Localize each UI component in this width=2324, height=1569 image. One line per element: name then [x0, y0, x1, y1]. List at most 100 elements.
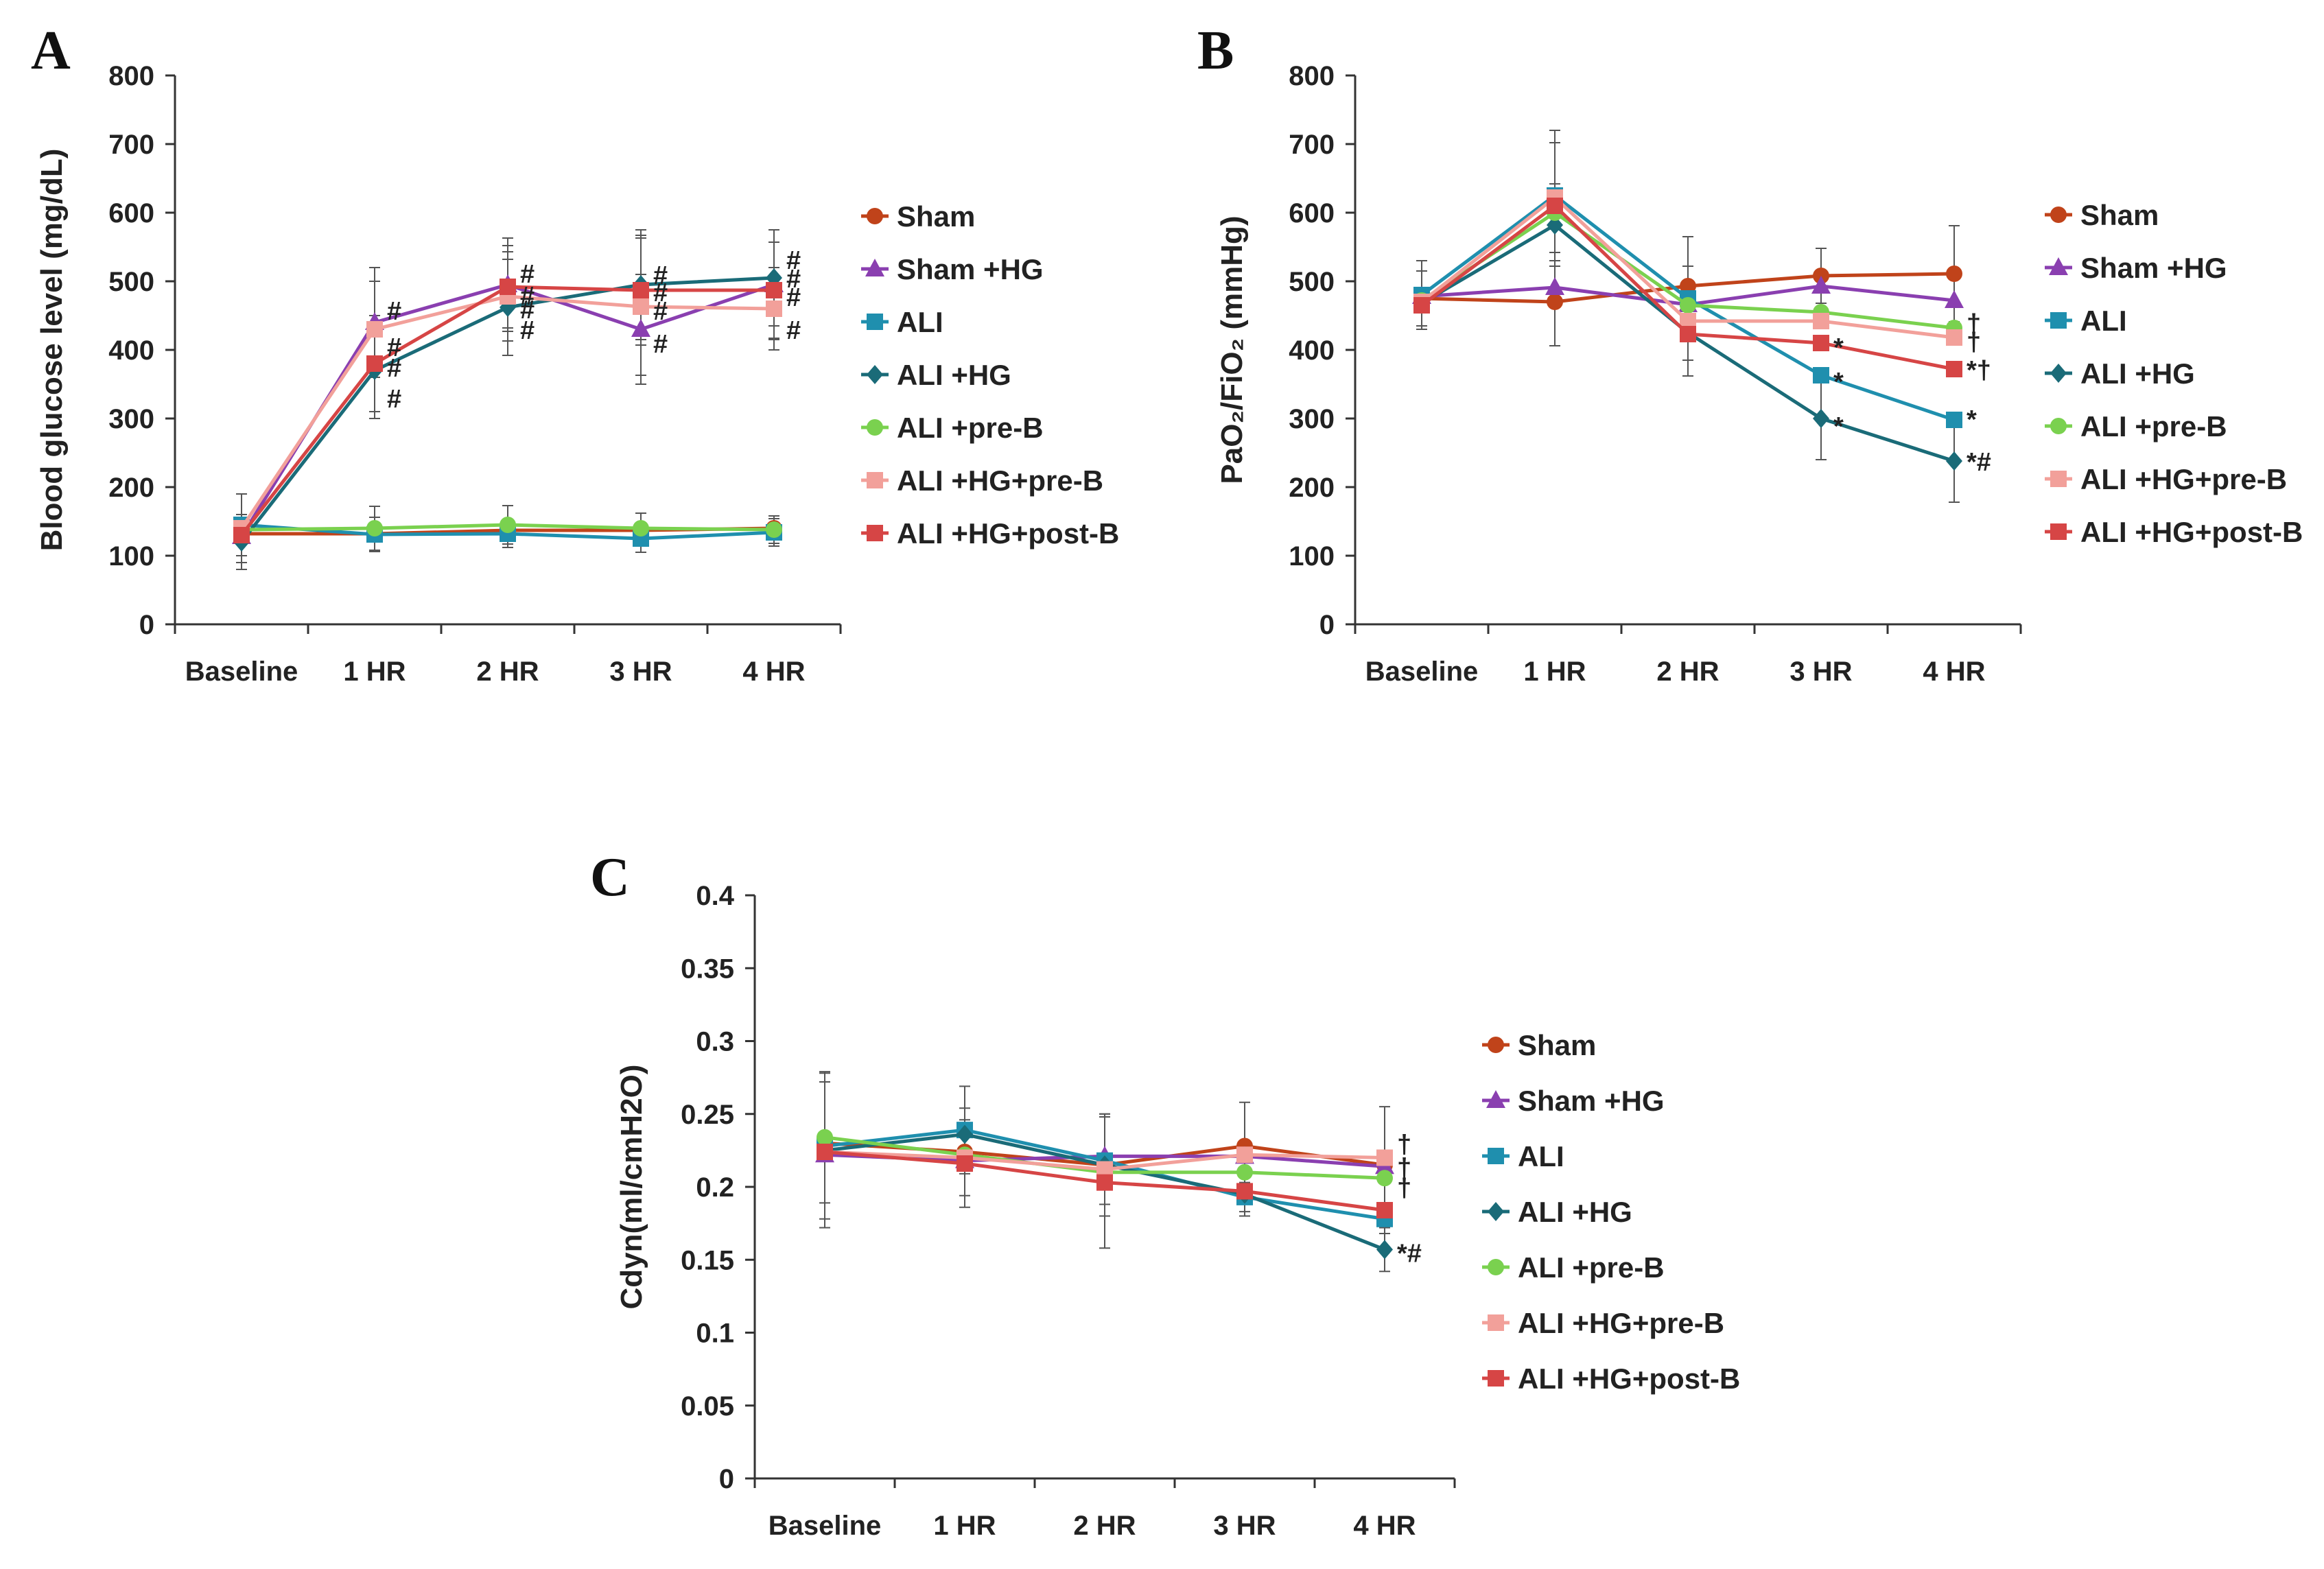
legend-entry: ALI +HG	[1518, 1196, 1632, 1228]
significance-annotation: #	[786, 265, 801, 294]
data-point	[1545, 277, 1564, 295]
data-point	[766, 521, 782, 538]
data-point	[1680, 326, 1696, 342]
x-tick-label: Baseline	[768, 1511, 882, 1541]
legend-marker	[2049, 257, 2068, 275]
y-tick-label: 0.15	[681, 1245, 734, 1275]
significance-annotation: #	[786, 316, 801, 345]
legend-entry: Sham +HG	[897, 253, 1044, 285]
legend-entry: ALI +HG	[897, 359, 1011, 391]
significance-annotation: *#	[1397, 1240, 1422, 1269]
panel-a-chart: A 0 100 200 300 400 500 600 700 800 Baseline 1 HR 2…	[31, 21, 1119, 687]
data-point	[766, 282, 782, 298]
significance-annotation: *	[1833, 368, 1844, 397]
legend-entry: ALI	[897, 306, 943, 338]
y-tick-label: 600	[1289, 198, 1335, 228]
data-point	[366, 321, 383, 338]
significance-annotation: #	[387, 297, 401, 326]
panel-b-letter: B	[1197, 21, 1234, 81]
legend-marker	[867, 314, 883, 330]
y-axis-label: Blood glucose level (mg/dL)	[35, 149, 69, 552]
y-tick-label: 0.25	[681, 1100, 734, 1130]
legend-marker	[865, 259, 884, 276]
x-tick-label: 2 HR	[476, 657, 539, 687]
data-point	[1946, 451, 1962, 471]
legend-marker	[867, 365, 883, 384]
significance-annotation: †	[1397, 1153, 1411, 1182]
y-tick-label: 700	[108, 130, 154, 160]
legend-marker	[2050, 207, 2067, 223]
legend-entry: ALI +HG+post-B	[1518, 1362, 1740, 1395]
x-tick-label: 1 HR	[1523, 657, 1586, 687]
significance-annotation: #	[520, 296, 535, 325]
x-tick-label: 3 HR	[609, 657, 672, 687]
y-axis-label: PaO₂/FiO₂ (mmHg)	[1215, 215, 1249, 484]
y-tick-label: 0.3	[696, 1027, 734, 1057]
legend-marker	[2050, 471, 2067, 487]
y-tick-label: 100	[1289, 541, 1335, 571]
legend-marker	[867, 525, 883, 541]
x-tick-label: 2 HR	[1073, 1511, 1136, 1541]
data-point	[817, 1129, 833, 1146]
y-tick-label: 0.35	[681, 954, 734, 984]
significance-annotation: #	[786, 283, 801, 312]
legend-entry: ALI +HG+pre-B	[1518, 1307, 1724, 1339]
significance-annotation: #	[786, 246, 801, 275]
significance-annotation: †	[1397, 1130, 1411, 1159]
data-point	[633, 298, 649, 315]
legend-entry: ALI	[1518, 1140, 1564, 1172]
data-point	[1547, 198, 1563, 214]
legend-marker	[1488, 1259, 1504, 1275]
data-point	[1946, 329, 1962, 346]
data-point	[1811, 276, 1831, 294]
y-tick-label: 700	[1289, 130, 1335, 160]
legend-marker	[867, 208, 883, 224]
x-tick-label: 3 HR	[1789, 657, 1852, 687]
y-tick-label: 500	[108, 267, 154, 297]
y-axis-label: Cdyn(ml/cmH2O)	[615, 1065, 648, 1310]
legend-marker	[1488, 1370, 1504, 1387]
y-tick-label: 200	[1289, 473, 1335, 503]
data-point	[1680, 297, 1696, 314]
data-point	[1945, 290, 1964, 308]
data-point	[631, 319, 650, 337]
data-point	[766, 300, 782, 317]
panel-b-chart: B 0 100 200 300 400 500 600 700 800 Baseline 1 HR 2…	[1197, 21, 2303, 687]
legend-marker	[867, 419, 883, 436]
significance-annotation: #	[520, 282, 535, 311]
y-tick-label: 600	[108, 198, 154, 228]
legend-entry: Sham +HG	[1518, 1085, 1665, 1117]
legend-entry: ALI +HG	[2080, 357, 2195, 390]
legend-entry: ALI +pre-B	[897, 412, 1044, 444]
legend-marker	[1486, 1090, 1505, 1108]
data-point	[956, 1155, 973, 1172]
legend-entry: ALI +HG+pre-B	[897, 464, 1103, 497]
data-point	[366, 355, 383, 372]
significance-annotation: #	[653, 279, 668, 307]
legend-entry: Sham	[2080, 199, 2159, 231]
significance-annotation: #	[387, 333, 401, 362]
significance-annotation: †	[1967, 309, 1981, 338]
data-point	[1946, 266, 1962, 282]
data-point	[1236, 1146, 1253, 1164]
y-tick-label: 200	[108, 473, 154, 503]
legend-marker	[2050, 523, 2067, 540]
y-tick-label: 500	[1289, 267, 1335, 297]
significance-annotation: #	[520, 316, 535, 345]
data-point	[1096, 1174, 1113, 1191]
significance-annotation: #	[653, 330, 668, 359]
x-tick-label: 1 HR	[933, 1511, 996, 1541]
y-tick-label: 300	[108, 404, 154, 434]
significance-annotation: #	[653, 297, 668, 326]
legend-entry: ALI +HG+post-B	[2080, 516, 2303, 548]
data-point	[1236, 1183, 1253, 1200]
data-point	[500, 279, 516, 295]
data-point	[1946, 412, 1962, 428]
data-point	[1236, 1164, 1253, 1181]
significance-annotation: †	[1397, 1174, 1411, 1203]
x-tick-label: 3 HR	[1213, 1511, 1276, 1541]
data-point	[1946, 361, 1962, 377]
data-point	[1547, 215, 1563, 235]
data-point	[1413, 297, 1430, 314]
